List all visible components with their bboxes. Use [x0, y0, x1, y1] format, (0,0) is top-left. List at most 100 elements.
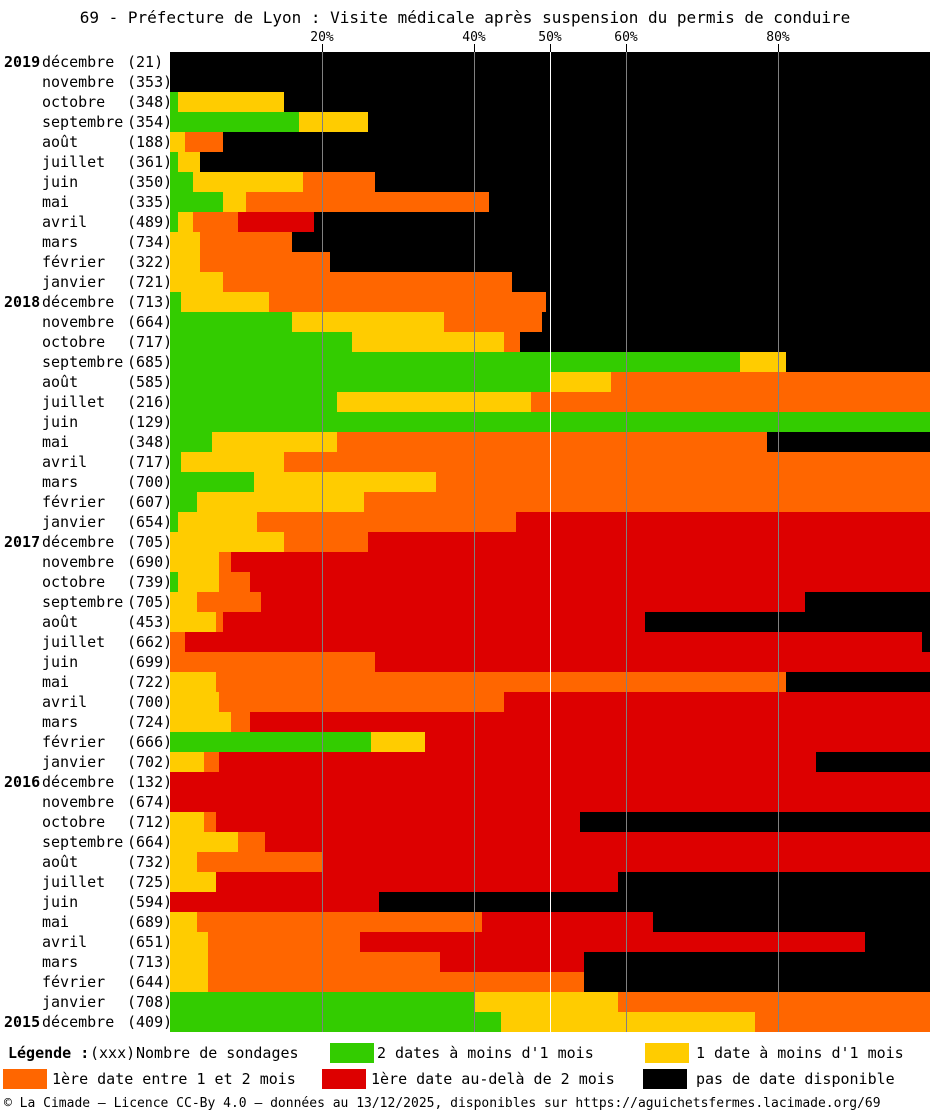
row-month: juillet [42, 153, 106, 171]
row-month: mars [42, 473, 79, 491]
row-count: (354) [127, 113, 173, 131]
bar-segment-yellow [253, 472, 436, 492]
bar-segment-yellow [170, 232, 201, 252]
legend-count-label: Nombre de sondages [136, 1044, 299, 1062]
row-label: juin (129) [0, 412, 172, 432]
row-count: (721) [127, 273, 173, 291]
bar-segment-green [170, 472, 254, 492]
bar-segment-yellow [170, 712, 231, 732]
row-label: novembre (690) [0, 552, 172, 572]
bar-segment-black [804, 592, 930, 612]
row-count: (132) [127, 773, 173, 791]
bar-row [170, 692, 930, 712]
bar-segment-red [219, 752, 816, 772]
bar-segment-green [170, 212, 178, 232]
row-month: février [42, 973, 106, 991]
bar-row [170, 972, 930, 992]
bar-segment-red [170, 892, 379, 912]
bar-segment-yellow [371, 732, 425, 752]
row-label: février (322) [0, 252, 172, 272]
row-label: 2015 décembre (409) [0, 1012, 172, 1032]
gridline-20 [322, 52, 323, 1032]
bar-segment-orange [196, 592, 262, 612]
row-year: 2018 [4, 293, 41, 311]
bar-segment-green [170, 432, 212, 452]
axis-tick-mark [474, 44, 475, 52]
row-count: (702) [127, 753, 173, 771]
bar-segment-orange [443, 312, 543, 332]
row-count: (216) [127, 393, 173, 411]
row-month: mars [42, 713, 79, 731]
row-count: (585) [127, 373, 173, 391]
row-count: (739) [127, 573, 173, 591]
row-count: (348) [127, 93, 173, 111]
row-month: octobre [42, 573, 106, 591]
bar-row [170, 452, 930, 472]
bar-row [170, 852, 930, 872]
bar-segment-black [223, 132, 930, 152]
bar-segment-black [584, 952, 930, 972]
bar-segment-yellow [181, 292, 269, 312]
bar-row [170, 312, 930, 332]
row-month: mars [42, 233, 79, 251]
bar-segment-black [922, 632, 930, 652]
row-month: juin [42, 173, 79, 191]
bar-segment-orange [283, 452, 930, 472]
row-month: mai [42, 913, 70, 931]
legend-swatch-black [643, 1069, 687, 1089]
row-label: 2016 décembre (132) [0, 772, 173, 792]
row-label: 2017 décembre (705) [0, 532, 172, 552]
bar-row [170, 612, 930, 632]
row-count: (21) [127, 53, 164, 71]
bar-segment-yellow [170, 972, 208, 992]
legend-label-black: pas de date disponible [696, 1070, 895, 1088]
x-axis: 20% 40% 50% 60% 80% [0, 28, 930, 52]
row-month: juin [42, 413, 79, 431]
row-month: mai [42, 433, 70, 451]
bar-segment-orange [208, 972, 585, 992]
row-month: octobre [42, 93, 106, 111]
row-count: (712) [127, 813, 173, 831]
row-month: janvier [42, 513, 106, 531]
bar-segment-yellow [170, 612, 216, 632]
bar-segment-red [424, 732, 930, 752]
row-label: mars (700) [0, 472, 173, 492]
row-label: 2018 décembre (713) [0, 292, 172, 312]
row-label: juillet (725) [0, 872, 172, 892]
row-year: 2019 [4, 53, 41, 71]
row-count: (644) [127, 973, 173, 991]
legend-label-yellow: 1 date à moins d'1 mois [696, 1044, 904, 1062]
row-label: août (585) [0, 372, 173, 392]
row-month: avril [42, 933, 88, 951]
row-label: mai (689) [0, 912, 172, 932]
row-label: octobre (712) [0, 812, 173, 832]
bar-row [170, 212, 930, 232]
gridline-50 [550, 52, 551, 1032]
legend: Légende : (xxx) Nombre de sondages 2 dat… [0, 1041, 930, 1093]
row-label: juin (350) [0, 172, 172, 192]
bar-segment-yellow [170, 132, 186, 152]
bar-segment-orange [435, 472, 930, 492]
bar-segment-yellow [170, 252, 201, 272]
row-label: novembre (353) [0, 72, 172, 92]
row-count: (700) [127, 473, 173, 491]
chart-area [170, 52, 930, 1032]
row-month: février [42, 493, 106, 511]
row-label: mai (335) [0, 192, 172, 212]
bar-segment-orange [215, 612, 224, 632]
row-month: novembre [42, 793, 115, 811]
bar-row [170, 712, 930, 732]
bar-segment-green [170, 732, 372, 752]
row-label: octobre (739) [0, 572, 173, 592]
bar-row [170, 552, 930, 572]
row-month: septembre [42, 833, 124, 851]
bar-segment-green [170, 312, 292, 332]
row-label: septembre (354) [0, 112, 173, 132]
row-label: juillet (662) [0, 632, 172, 652]
row-month: janvier [42, 993, 106, 1011]
row-label: mars (734) [0, 232, 172, 252]
bar-segment-orange [337, 432, 767, 452]
row-month: novembre [42, 553, 115, 571]
bar-segment-black [785, 352, 930, 372]
row-month: mai [42, 673, 70, 691]
